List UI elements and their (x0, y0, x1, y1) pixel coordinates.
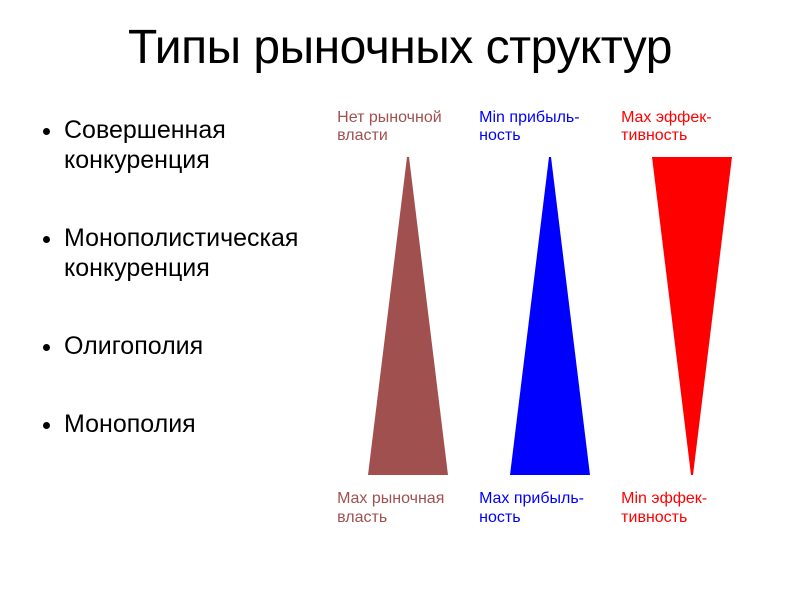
chart-column: Max эффек-тивность Min эффек-тивность (621, 109, 763, 539)
column-label-bottom: Max прибыль-ность (479, 490, 621, 527)
slide-title: Типы рыночных структур (38, 20, 762, 75)
column-label-bottom: Min эффек-тивность (621, 490, 763, 527)
bullets-ul: Совершенная конкуренция Монополистическа… (38, 115, 337, 439)
column-label-top: Max эффек-тивность (621, 109, 763, 146)
column-label-bottom: Max рыночная власть (337, 490, 479, 527)
list-item: Монополистическая конкуренция (64, 223, 337, 283)
column-label-top: Min прибыль-ность (479, 109, 621, 146)
chart-column: Нет рыночной власти Max рыночная власть (337, 109, 479, 539)
triangle-chart: Нет рыночной властиMax рыночная властьMi… (337, 109, 762, 539)
triangle-icon (652, 157, 732, 475)
list-item: Совершенная конкуренция (64, 115, 337, 175)
bullet-list: Совершенная конкуренция Монополистическа… (38, 109, 337, 539)
triangle-icon (510, 157, 590, 475)
slide: Типы рыночных структур Совершенная конку… (0, 0, 800, 600)
column-label-top: Нет рыночной власти (337, 109, 479, 146)
triangle-icon (368, 157, 448, 475)
chart-column: Min прибыль-ность Max прибыль-ность (479, 109, 621, 539)
list-item: Олигополия (64, 331, 337, 361)
content-row: Совершенная конкуренция Монополистическа… (38, 109, 762, 539)
list-item: Монополия (64, 409, 337, 439)
